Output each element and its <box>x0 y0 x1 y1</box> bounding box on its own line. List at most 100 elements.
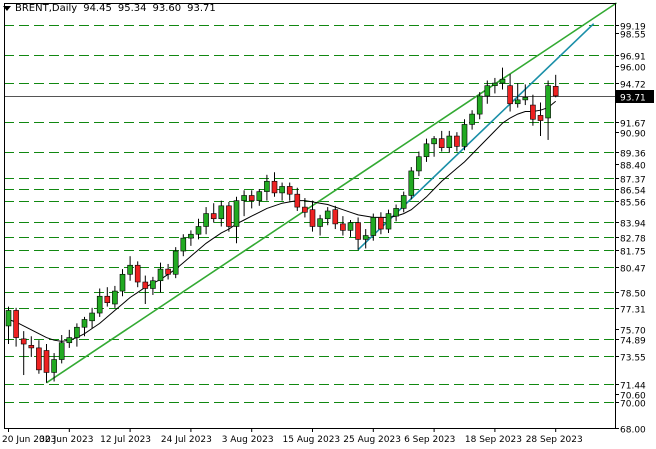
candle <box>203 207 209 235</box>
candle-body <box>431 138 437 145</box>
candle <box>134 261 141 288</box>
candle-body <box>127 264 133 275</box>
candle-body <box>119 273 126 292</box>
candle <box>28 336 35 357</box>
candle-body <box>400 195 407 209</box>
candle-body <box>210 213 217 220</box>
x-tick-label: 20 Jun 2023 <box>2 435 56 445</box>
candle-body <box>347 222 354 231</box>
candle <box>408 167 415 200</box>
open-value: 94.45 <box>83 3 112 14</box>
candle-body <box>271 180 278 194</box>
level-label: 86.54 <box>620 187 646 197</box>
current-price-label: 93.71 <box>620 94 646 104</box>
candle-body <box>378 217 384 230</box>
candle <box>514 83 521 108</box>
candle <box>271 172 278 197</box>
candle <box>340 216 346 236</box>
symbol-label: BRENT,Daily <box>15 3 78 14</box>
low-value: 93.60 <box>152 3 182 14</box>
level-label: 77.31 <box>620 306 646 316</box>
candle <box>74 323 80 347</box>
level-label: 73.55 <box>620 354 646 364</box>
x-tick-label: 28 Sep 2023 <box>526 435 583 445</box>
candle <box>66 329 73 348</box>
candle <box>476 92 483 120</box>
candle <box>142 275 149 304</box>
candle-body <box>492 82 498 86</box>
candle <box>188 230 194 246</box>
candle <box>446 130 453 153</box>
candle <box>119 269 126 297</box>
y-tick-label: 75.70 <box>620 327 646 337</box>
candle-body <box>438 138 445 148</box>
candle <box>484 80 491 104</box>
level-label: 74.89 <box>620 337 646 347</box>
moving-average-line <box>8 100 557 342</box>
candle-body <box>385 213 392 230</box>
candle <box>210 203 217 223</box>
candle-body <box>248 195 255 201</box>
candle-body <box>294 193 301 208</box>
candle-body <box>286 186 293 195</box>
level-label: 78.50 <box>620 290 646 300</box>
candle <box>492 77 498 94</box>
candle <box>43 344 50 383</box>
candle-body <box>408 170 415 196</box>
support-trendline <box>46 2 617 384</box>
candle <box>150 276 156 295</box>
level-label: 81.75 <box>620 248 646 258</box>
horizontal-levels <box>4 25 615 403</box>
candle <box>13 307 19 347</box>
candle <box>416 151 422 177</box>
candle-body <box>340 223 346 231</box>
candle <box>355 217 361 250</box>
candle-body <box>226 205 232 227</box>
candle <box>552 74 559 98</box>
candle-body <box>469 113 475 125</box>
candle-body <box>89 312 95 322</box>
candle <box>5 306 12 345</box>
candle <box>195 218 202 240</box>
level-label: 99.19 <box>620 23 646 33</box>
candle <box>454 132 460 152</box>
candle-body <box>142 281 149 289</box>
candle <box>385 209 392 233</box>
candle <box>378 212 384 235</box>
candle <box>36 340 42 374</box>
candle-body <box>195 226 202 235</box>
candle-body <box>522 97 529 101</box>
candle <box>256 189 263 206</box>
candle <box>157 262 164 293</box>
level-label: 85.56 <box>620 199 646 209</box>
y-tick-label: 70.60 <box>620 392 646 402</box>
candle-body <box>545 85 551 119</box>
candle-body <box>74 326 80 338</box>
candle-body <box>134 264 141 283</box>
candle <box>332 205 339 230</box>
candle <box>370 213 377 241</box>
candle <box>294 187 301 211</box>
candle <box>241 190 247 217</box>
y-tick-label: 98.55 <box>620 31 646 41</box>
candle-body <box>66 337 73 344</box>
candle-body <box>104 295 111 303</box>
x-tick-label: 3 Aug 2023 <box>222 435 274 445</box>
level-label: 83.94 <box>620 220 646 230</box>
x-tick-label: 25 Aug 2023 <box>343 435 401 445</box>
candle-body <box>58 342 65 360</box>
candle-body <box>279 186 285 194</box>
candles <box>5 67 559 383</box>
candle-body <box>43 350 50 373</box>
candle-body <box>454 135 460 147</box>
candle <box>286 182 293 201</box>
candle <box>58 334 65 364</box>
dropdown-triangle-icon[interactable] <box>3 5 11 11</box>
y-tick-label: 88.40 <box>620 162 646 172</box>
candle <box>507 74 513 112</box>
candle-body <box>81 319 88 328</box>
candle-body <box>332 209 339 225</box>
x-tick-label: 12 Jul 2023 <box>100 435 151 445</box>
